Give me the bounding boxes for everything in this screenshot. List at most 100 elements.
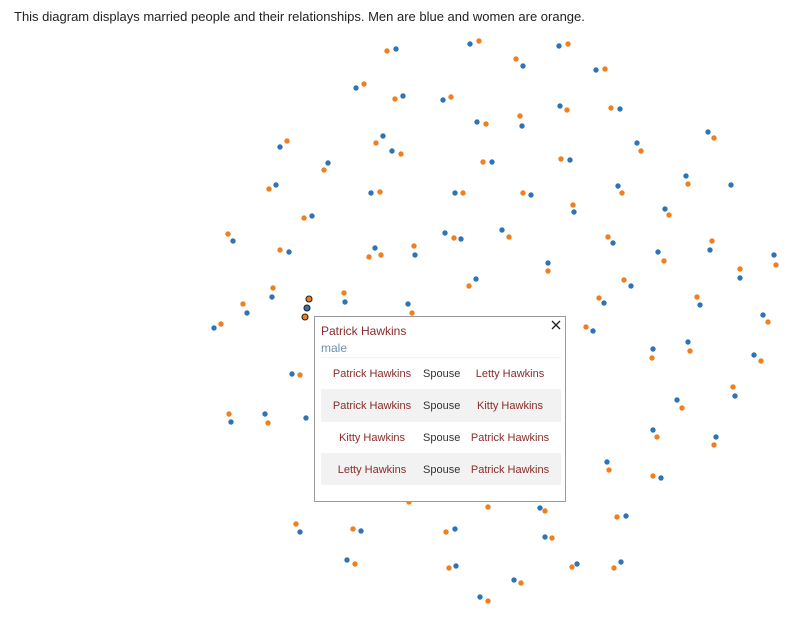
female-person-node[interactable]: [613, 513, 621, 521]
male-person-node[interactable]: [452, 562, 460, 570]
female-person-node[interactable]: [517, 579, 525, 587]
male-person-node[interactable]: [682, 172, 690, 180]
female-person-node[interactable]: [604, 233, 612, 241]
male-person-node[interactable]: [614, 182, 622, 190]
male-person-node[interactable]: [488, 158, 496, 166]
male-person-node[interactable]: [770, 251, 778, 259]
female-person-node[interactable]: [465, 282, 473, 290]
female-person-node[interactable]: [605, 466, 613, 474]
close-icon[interactable]: [549, 318, 563, 332]
male-person-node[interactable]: [759, 311, 767, 319]
male-person-node[interactable]: [519, 62, 527, 70]
male-person-node[interactable]: [324, 159, 332, 167]
female-person-node[interactable]: [512, 55, 520, 63]
male-person-node[interactable]: [261, 410, 269, 418]
female-person-node[interactable]: [653, 433, 661, 441]
male-person-node[interactable]: [603, 458, 611, 466]
male-person-node[interactable]: [498, 226, 506, 234]
female-person-node[interactable]: [710, 134, 718, 142]
female-person-node[interactable]: [568, 563, 576, 571]
female-person-node[interactable]: [305, 295, 313, 303]
female-person-node[interactable]: [519, 189, 527, 197]
male-person-node[interactable]: [649, 426, 657, 434]
female-person-node[interactable]: [710, 441, 718, 449]
male-person-node[interactable]: [536, 504, 544, 512]
male-person-node[interactable]: [600, 299, 608, 307]
male-person-node[interactable]: [272, 181, 280, 189]
female-person-node[interactable]: [224, 230, 232, 238]
male-person-node[interactable]: [379, 132, 387, 140]
male-person-node[interactable]: [704, 128, 712, 136]
female-person-node[interactable]: [686, 347, 694, 355]
relationship-to[interactable]: Patrick Hawkins: [470, 463, 550, 476]
male-person-node[interactable]: [296, 528, 304, 536]
male-person-node[interactable]: [371, 244, 379, 252]
male-person-node[interactable]: [527, 191, 535, 199]
female-person-node[interactable]: [301, 313, 309, 321]
male-person-node[interactable]: [592, 66, 600, 74]
male-person-node[interactable]: [616, 105, 624, 113]
male-person-node[interactable]: [573, 560, 581, 568]
male-person-node[interactable]: [404, 300, 412, 308]
male-person-node[interactable]: [518, 122, 526, 130]
male-person-node[interactable]: [388, 147, 396, 155]
male-person-node[interactable]: [457, 235, 465, 243]
female-person-node[interactable]: [757, 357, 765, 365]
relationship-from[interactable]: Letty Hawkins: [337, 463, 407, 476]
female-person-node[interactable]: [365, 253, 373, 261]
female-person-node[interactable]: [349, 525, 357, 533]
female-person-node[interactable]: [283, 137, 291, 145]
female-person-node[interactable]: [564, 40, 572, 48]
male-person-node[interactable]: [627, 282, 635, 290]
female-person-node[interactable]: [340, 289, 348, 297]
female-person-node[interactable]: [376, 188, 384, 196]
female-person-node[interactable]: [544, 267, 552, 275]
female-person-node[interactable]: [475, 37, 483, 45]
female-person-node[interactable]: [269, 284, 277, 292]
relationship-row[interactable]: Patrick Hawkins Spouse Letty Hawkins: [321, 357, 561, 389]
male-person-node[interactable]: [633, 139, 641, 147]
female-person-node[interactable]: [601, 65, 609, 73]
female-person-node[interactable]: [684, 180, 692, 188]
male-person-node[interactable]: [352, 84, 360, 92]
male-person-node[interactable]: [303, 304, 311, 312]
female-person-node[interactable]: [610, 564, 618, 572]
male-person-node[interactable]: [302, 414, 310, 422]
male-person-node[interactable]: [343, 556, 351, 564]
relationship-from[interactable]: Kitty Hawkins: [338, 431, 406, 444]
female-person-node[interactable]: [482, 120, 490, 128]
male-person-node[interactable]: [229, 237, 237, 245]
female-person-node[interactable]: [557, 155, 565, 163]
female-person-node[interactable]: [484, 597, 492, 605]
female-person-node[interactable]: [595, 294, 603, 302]
male-person-node[interactable]: [285, 248, 293, 256]
male-person-node[interactable]: [736, 274, 744, 282]
female-person-node[interactable]: [217, 320, 225, 328]
female-person-node[interactable]: [276, 246, 284, 254]
female-person-node[interactable]: [239, 300, 247, 308]
male-person-node[interactable]: [308, 212, 316, 220]
female-person-node[interactable]: [620, 276, 628, 284]
female-person-node[interactable]: [665, 211, 673, 219]
female-person-node[interactable]: [391, 95, 399, 103]
female-person-node[interactable]: [548, 534, 556, 542]
female-person-node[interactable]: [678, 404, 686, 412]
female-person-node[interactable]: [660, 257, 668, 265]
male-person-node[interactable]: [276, 143, 284, 151]
female-person-node[interactable]: [484, 503, 492, 511]
male-person-node[interactable]: [617, 558, 625, 566]
female-person-node[interactable]: [708, 237, 716, 245]
relationship-to[interactable]: Patrick Hawkins: [470, 431, 550, 444]
female-person-node[interactable]: [383, 47, 391, 55]
female-person-node[interactable]: [459, 189, 467, 197]
male-person-node[interactable]: [570, 208, 578, 216]
male-person-node[interactable]: [657, 474, 665, 482]
female-person-node[interactable]: [292, 520, 300, 528]
male-person-node[interactable]: [411, 251, 419, 259]
male-person-node[interactable]: [589, 327, 597, 335]
male-person-node[interactable]: [466, 40, 474, 48]
female-person-node[interactable]: [582, 323, 590, 331]
male-person-node[interactable]: [649, 345, 657, 353]
male-person-node[interactable]: [706, 246, 714, 254]
